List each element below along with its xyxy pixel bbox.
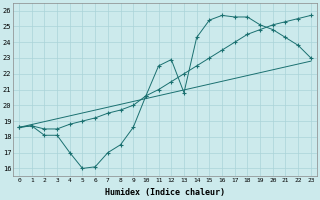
X-axis label: Humidex (Indice chaleur): Humidex (Indice chaleur) bbox=[105, 188, 225, 197]
